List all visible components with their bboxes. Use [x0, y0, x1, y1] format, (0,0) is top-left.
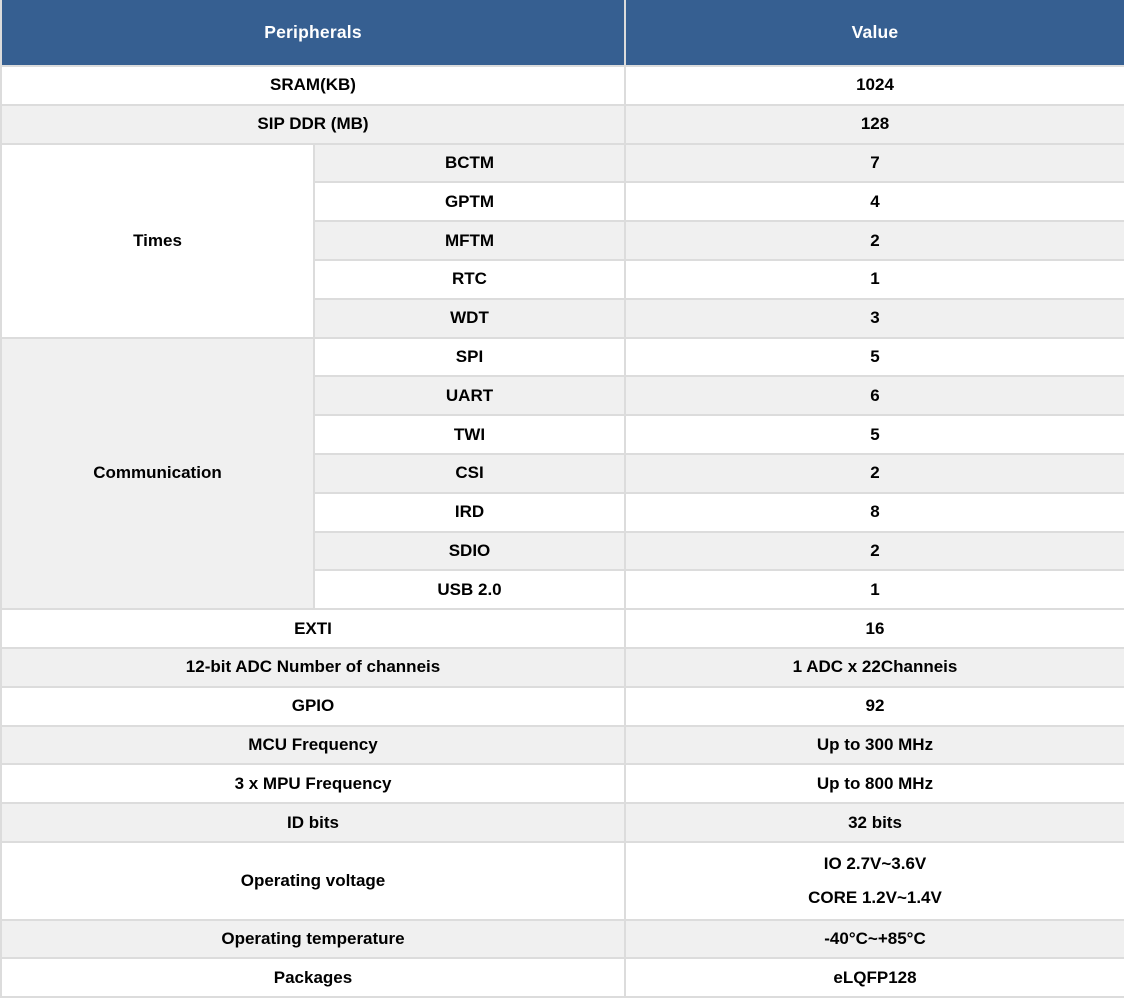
spec-sublabel: WDT	[313, 297, 626, 339]
table-row-twi: TWI 5	[1, 414, 1124, 455]
spec-value: 16	[624, 608, 1124, 649]
table-row-sip-ddr: SIP DDR (MB) 128	[0, 103, 1124, 145]
spec-sublabel: UART	[313, 375, 626, 417]
spec-value: -40°C~+85°C	[624, 918, 1124, 960]
spec-label: Packages	[0, 957, 626, 998]
spec-label: SIP DDR (MB)	[0, 103, 626, 145]
spec-value: 1	[624, 258, 1124, 300]
spec-value: 5	[624, 336, 1124, 378]
table-row-usb: USB 2.0 1	[1, 569, 1124, 611]
table-row-gptm: GPTM 4	[1, 181, 1124, 223]
spec-value: Up to 800 MHz	[624, 763, 1124, 805]
spec-sublabel: CSI	[313, 452, 626, 494]
table-row-operating-temperature: Operating temperature -40°C~+85°C	[0, 918, 1124, 960]
spec-value: Up to 300 MHz	[624, 724, 1124, 766]
spec-label: GPIO	[0, 685, 626, 727]
spec-value: IO 2.7V~3.6V CORE 1.2V~1.4V	[624, 840, 1124, 921]
spec-value: 8	[624, 491, 1124, 533]
spec-sublabel: IRD	[313, 491, 626, 533]
spec-value: 1	[624, 569, 1124, 611]
spec-label: EXTI	[0, 608, 626, 649]
table-row-ird: IRD 8	[1, 491, 1124, 533]
table-row-gpio: GPIO 92	[0, 685, 1124, 727]
spec-value: 1 ADC x 22Channeis	[624, 646, 1124, 688]
table-row-spi: Communication SPI 5	[0, 336, 1124, 611]
table-row-exti: EXTI 16	[0, 608, 1124, 649]
spec-sublabel: MFTM	[313, 220, 626, 261]
group-label-communication: Communication	[0, 336, 315, 611]
table-row-mftm: MFTM 2	[1, 220, 1124, 261]
spec-value: 3	[624, 297, 1124, 339]
table-row-sram: SRAM(KB) 1024	[0, 65, 1124, 106]
table-row-operating-voltage: Operating voltage IO 2.7V~3.6V CORE 1.2V…	[0, 840, 1124, 921]
spec-sublabel: GPTM	[313, 181, 626, 223]
table-row-uart: UART 6	[1, 375, 1124, 417]
spec-label: 3 x MPU Frequency	[0, 763, 626, 805]
spec-sublabel: USB 2.0	[313, 569, 626, 611]
spec-sublabel: BCTM	[313, 142, 626, 184]
header-row: Peripherals Value	[0, 0, 1124, 67]
table-row-mpu-frequency: 3 x MPU Frequency Up to 800 MHz	[0, 763, 1124, 805]
spec-label: ID bits	[0, 802, 626, 843]
spec-label: Operating voltage	[0, 840, 626, 921]
spec-value: eLQFP128	[624, 957, 1124, 998]
table-row-mcu-frequency: MCU Frequency Up to 300 MHz	[0, 724, 1124, 766]
spec-label: MCU Frequency	[0, 724, 626, 766]
voltage-io-line: IO 2.7V~3.6V	[823, 853, 927, 873]
spec-sublabel: SDIO	[313, 530, 626, 572]
spec-value: 4	[624, 181, 1124, 223]
table-row-wdt: WDT 3	[1, 297, 1124, 339]
spec-value: 32 bits	[624, 802, 1124, 843]
table-row-csi: CSI 2	[1, 452, 1124, 494]
spec-label: SRAM(KB)	[0, 65, 626, 106]
column-header-peripherals: Peripherals	[0, 0, 626, 67]
spec-value: 128	[624, 103, 1124, 145]
spec-value: 2	[624, 530, 1124, 572]
spec-value: 5	[624, 414, 1124, 455]
spec-value: 6	[624, 375, 1124, 417]
spec-label: Operating temperature	[0, 918, 626, 960]
spec-sublabel: SPI	[313, 336, 626, 378]
voltage-core-line: CORE 1.2V~1.4V	[808, 887, 942, 907]
spec-sublabel: TWI	[313, 414, 626, 455]
table-row-adc-channels: 12-bit ADC Number of channeis 1 ADC x 22…	[0, 646, 1124, 688]
table-row-sdio: SDIO 2	[1, 530, 1124, 572]
spec-value: 2	[624, 220, 1124, 261]
table-row-id-bits: ID bits 32 bits	[0, 802, 1124, 843]
group-label-times: Times	[0, 142, 315, 339]
spec-sublabel: RTC	[313, 258, 626, 300]
column-header-value: Value	[624, 0, 1124, 67]
spec-value: 2	[624, 452, 1124, 494]
spec-value: 7	[624, 142, 1124, 184]
table-row-rtc: RTC 1	[1, 258, 1124, 300]
spec-label: 12-bit ADC Number of channeis	[0, 646, 626, 688]
spec-value: 92	[624, 685, 1124, 727]
table-row-bctm: Times BCTM 7	[0, 142, 1124, 339]
table-row-packages: Packages eLQFP128	[0, 957, 1124, 998]
spec-value: 1024	[624, 65, 1124, 106]
